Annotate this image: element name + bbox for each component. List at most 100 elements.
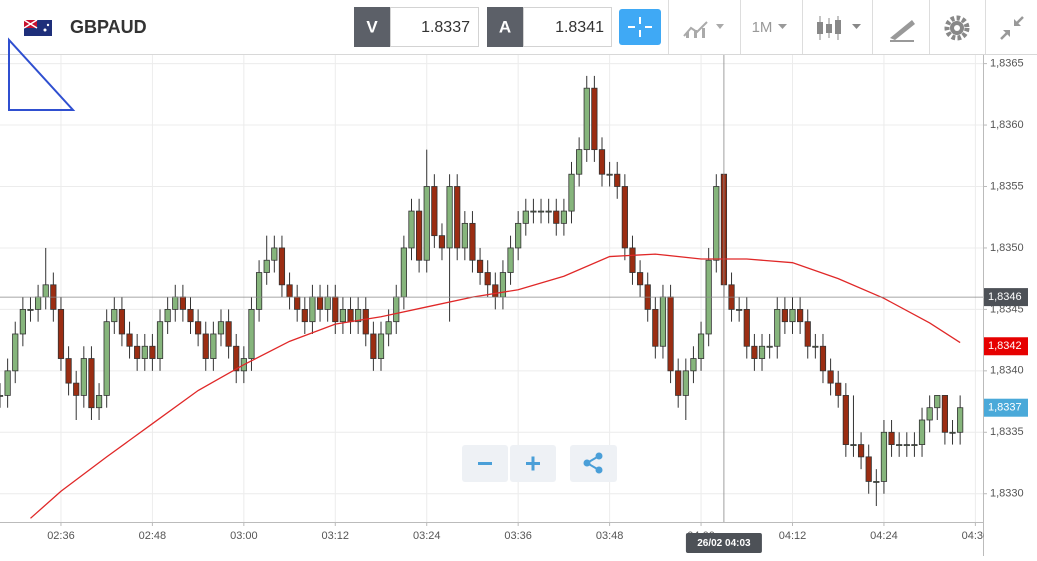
candle-body bbox=[431, 186, 438, 237]
bid-label[interactable]: V bbox=[366, 17, 378, 36]
candle-body bbox=[659, 296, 667, 347]
candle-body bbox=[156, 321, 164, 359]
candle-body bbox=[248, 308, 255, 359]
candle-body bbox=[355, 308, 362, 323]
candle-body bbox=[568, 173, 575, 212]
candle-body bbox=[918, 419, 926, 445]
candle-body bbox=[393, 296, 400, 323]
candle-body bbox=[903, 444, 910, 446]
candle-body bbox=[469, 222, 476, 261]
bid-price[interactable]: 1.8337 bbox=[421, 19, 470, 36]
share-button[interactable] bbox=[570, 445, 617, 482]
candle-body bbox=[57, 308, 65, 359]
chart-type-button[interactable] bbox=[683, 21, 724, 38]
candle-type-button[interactable] bbox=[817, 16, 861, 40]
candle-body bbox=[35, 296, 42, 310]
candle-body bbox=[202, 333, 209, 359]
candle-body bbox=[454, 186, 461, 249]
candle-body bbox=[141, 345, 148, 359]
candle-body bbox=[423, 186, 430, 261]
bid-button[interactable] bbox=[354, 7, 390, 47]
candle-body bbox=[278, 247, 286, 286]
candle-body bbox=[865, 456, 872, 482]
x-tick-label: 02:48 bbox=[139, 530, 167, 542]
crosshair-y-label-badge bbox=[984, 288, 1028, 307]
candle-body bbox=[530, 210, 537, 213]
candle-body bbox=[73, 382, 80, 396]
ask-price[interactable]: 1.8341 bbox=[555, 19, 604, 36]
candle-body bbox=[515, 222, 522, 249]
candle-body bbox=[134, 345, 141, 359]
x-tick-label: 03:12 bbox=[322, 530, 350, 542]
candle-body bbox=[103, 321, 110, 396]
candle-body bbox=[65, 358, 72, 384]
timeframe[interactable]: 1M bbox=[752, 19, 773, 36]
candle-body bbox=[80, 358, 87, 396]
candle-body bbox=[233, 345, 240, 372]
x-tick-label: 03:48 bbox=[596, 530, 624, 542]
candle-body bbox=[934, 395, 941, 409]
crosshair-button[interactable] bbox=[619, 9, 661, 45]
candle-body bbox=[675, 370, 682, 396]
grid bbox=[0, 55, 983, 522]
candle-body bbox=[95, 395, 103, 409]
candle-body bbox=[408, 210, 415, 249]
y-tick-label: 1,8360 bbox=[990, 119, 1024, 131]
candle-body bbox=[42, 284, 49, 298]
candle-body bbox=[179, 296, 186, 310]
candle-body bbox=[560, 210, 567, 224]
candle-body bbox=[294, 296, 301, 310]
candle-body bbox=[217, 321, 225, 335]
y-tick-label: 1,8345 bbox=[990, 303, 1024, 315]
candle-body bbox=[195, 321, 202, 335]
candle-body bbox=[507, 247, 514, 273]
x-tick-label: 04:12 bbox=[779, 530, 807, 542]
candle-body bbox=[812, 345, 819, 348]
ask-button[interactable] bbox=[487, 7, 523, 47]
candle-body bbox=[690, 358, 697, 372]
candle-body bbox=[492, 284, 499, 298]
candle-body bbox=[941, 395, 948, 433]
zoom-in-button[interactable] bbox=[510, 445, 556, 482]
candle-body bbox=[957, 407, 964, 433]
candle-body bbox=[19, 308, 26, 335]
candle-body bbox=[301, 308, 308, 323]
ask-box[interactable] bbox=[523, 7, 612, 47]
x-axis: 02:3602:4803:0003:1203:2403:3603:4804:00… bbox=[47, 522, 984, 542]
candle-body bbox=[545, 210, 552, 213]
candle-body bbox=[614, 173, 621, 187]
drawing-tools-button[interactable] bbox=[890, 20, 915, 42]
candle-body bbox=[385, 321, 392, 335]
candle-body bbox=[27, 308, 34, 311]
candle-body bbox=[416, 210, 423, 261]
candle-body bbox=[309, 296, 316, 323]
drawn-triangle[interactable] bbox=[8, 37, 76, 111]
candle-body bbox=[598, 149, 606, 175]
candle-body bbox=[484, 272, 491, 286]
collapse-button[interactable] bbox=[1000, 16, 1024, 40]
candle-body bbox=[187, 308, 194, 323]
bid-box[interactable] bbox=[390, 7, 479, 47]
candle-body bbox=[583, 87, 590, 151]
candle-body bbox=[576, 149, 583, 175]
candle-body bbox=[0, 395, 4, 397]
candle-body bbox=[339, 308, 347, 323]
flag bbox=[23, 19, 52, 36]
candle-body bbox=[316, 296, 324, 310]
candle-body bbox=[377, 333, 385, 359]
y-axis: 1,8330 1,8335 1,8340 1,8345 1,8350 1,8355 1,83… bbox=[983, 58, 1028, 500]
timeframe-caret[interactable] bbox=[778, 24, 787, 29]
candle-body bbox=[629, 247, 636, 273]
settings-button[interactable] bbox=[944, 15, 970, 41]
candle-body bbox=[149, 345, 156, 359]
zoom-out-button[interactable] bbox=[462, 445, 508, 482]
candle-body bbox=[766, 345, 773, 348]
candle-body bbox=[835, 382, 842, 396]
candle-body bbox=[697, 333, 705, 359]
candle-body bbox=[126, 333, 133, 347]
candle-body bbox=[880, 431, 888, 482]
ask-label[interactable]: A bbox=[499, 17, 511, 36]
candle-body bbox=[111, 308, 118, 323]
candle-body bbox=[751, 345, 758, 359]
